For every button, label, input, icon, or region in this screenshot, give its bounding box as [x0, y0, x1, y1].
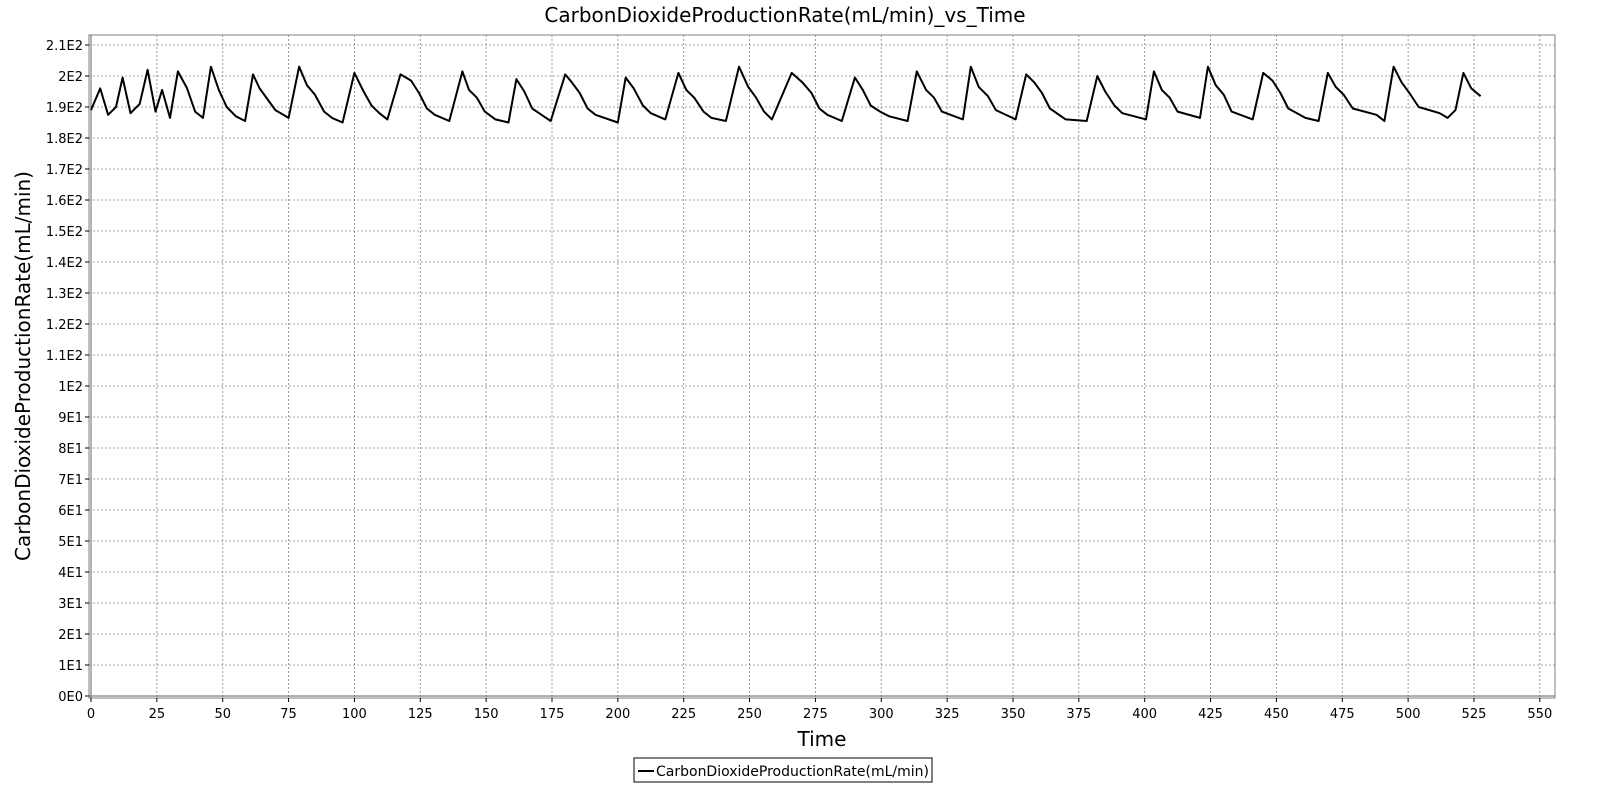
y-tick-label: 6E1	[58, 504, 83, 519]
legend-label: CarbonDioxideProductionRate(mL/min)	[656, 764, 929, 780]
x-tick-label: 375	[1066, 707, 1091, 722]
x-tick-label: 550	[1527, 707, 1552, 722]
legend-box	[633, 757, 933, 783]
x-tick-label: 125	[408, 707, 433, 722]
x-tick-label: 175	[540, 707, 565, 722]
y-tick-label: 2E1	[58, 628, 83, 643]
x-tick-label: 350	[1001, 707, 1026, 722]
grid	[89, 35, 1555, 698]
y-tick-label: 1E2	[58, 380, 83, 395]
y-tick-label: 7E1	[58, 473, 83, 488]
x-tick-label: 325	[935, 707, 960, 722]
x-tick-label: 250	[737, 707, 762, 722]
x-tick-label: 400	[1132, 707, 1157, 722]
y-tick-label: 1.1E2	[46, 349, 83, 364]
y-tick-label: 1.2E2	[46, 318, 83, 333]
tick-labels: 0 25 50 75 100 125 150 175 200 225 250 275 300 325 350…	[46, 39, 1552, 722]
y-tick-label: 1.3E2	[46, 287, 83, 302]
y-tick-label: 5E1	[58, 535, 83, 550]
legend: CarbonDioxideProductionRate(mL/min)	[633, 757, 933, 783]
y-tick-label: 4E1	[58, 566, 83, 581]
plot-area	[88, 34, 1556, 699]
y-tick-label: 3E1	[58, 597, 83, 612]
y-tick-label: 1.5E2	[46, 225, 83, 240]
x-tick-label: 225	[671, 707, 696, 722]
x-tick-label: 425	[1198, 707, 1223, 722]
x-tick-label: 450	[1264, 707, 1289, 722]
series-line	[90, 65, 1482, 124]
x-tick-label: 300	[869, 707, 894, 722]
series-layer	[90, 65, 1482, 124]
x-tick-label: 25	[149, 707, 166, 722]
y-tick-label: 0E0	[58, 690, 83, 705]
y-tick-label: 1.6E2	[46, 194, 83, 209]
y-tick-label: 8E1	[58, 442, 83, 457]
y-axis-label: CarbonDioxideProductionRate(mL/min)	[11, 171, 35, 561]
x-tick-label: 100	[342, 707, 367, 722]
chart-title: CarbonDioxideProductionRate(mL/min)_vs_T…	[544, 3, 1025, 27]
x-tick-label: 0	[87, 707, 95, 722]
x-tick-label: 150	[474, 707, 499, 722]
x-tick-label: 200	[605, 707, 630, 722]
x-tick-label: 275	[803, 707, 828, 722]
y-tick-label: 2.1E2	[46, 39, 83, 54]
x-tick-label: 75	[280, 707, 297, 722]
y-tick-label: 1.4E2	[46, 256, 83, 271]
y-tick-label: 2E2	[58, 70, 83, 85]
y-tick-label: 1.9E2	[46, 101, 83, 116]
x-axis-label: Time	[797, 727, 847, 751]
y-tick-label: 1E1	[58, 659, 83, 674]
x-tick-label: 475	[1330, 707, 1355, 722]
y-tick-label: 1.8E2	[46, 132, 83, 147]
y-tick-label: 1.7E2	[46, 163, 83, 178]
x-tick-label: 525	[1462, 707, 1487, 722]
x-tick-label: 50	[214, 707, 231, 722]
x-tick-label: 500	[1396, 707, 1421, 722]
y-tick-label: 9E1	[58, 411, 83, 426]
axes	[85, 35, 1555, 702]
